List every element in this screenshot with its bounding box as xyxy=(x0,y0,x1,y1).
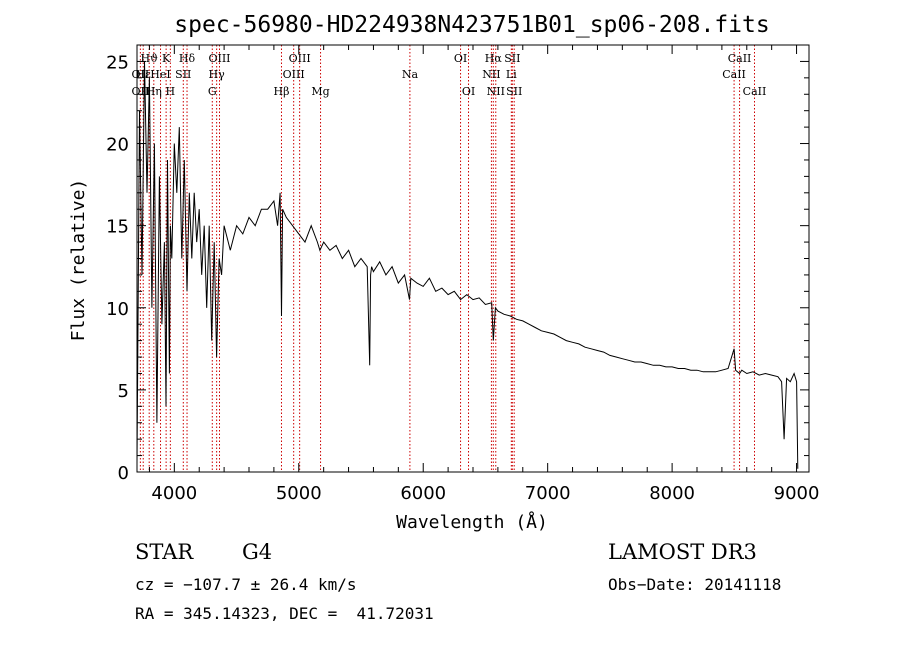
x-axis-label: Wavelength (Å) xyxy=(396,511,548,533)
spectral-line-label: CaII xyxy=(728,52,752,65)
spectral-line-label: OI xyxy=(462,85,475,98)
y-tick-label: 0 xyxy=(118,463,129,484)
y-tick-label: 10 xyxy=(106,299,129,320)
y-tick-label: 15 xyxy=(106,217,129,238)
spectral-line-label: SII xyxy=(504,52,520,65)
spectral-line-label: OIII xyxy=(283,68,305,81)
y-axis-label: Flux (relative) xyxy=(68,179,89,342)
spectral-line-label: OI xyxy=(454,52,467,65)
y-tick-label: 5 xyxy=(118,381,129,402)
spectral-line-label: Na xyxy=(402,68,419,81)
spectral-line-label: Mg xyxy=(311,85,329,98)
x-tick-label: 4000 xyxy=(151,483,197,504)
spectral-line-label: Hδ xyxy=(179,52,196,65)
spectral-line-label: H xyxy=(166,85,176,98)
spectral-line-label: SII xyxy=(506,85,522,98)
spectral-line-label: Hϑ xyxy=(140,52,158,65)
x-tick-label: 5000 xyxy=(276,483,322,504)
x-tick-label: 6000 xyxy=(400,483,446,504)
plot-frame xyxy=(136,44,810,473)
spectral-line-label: SII xyxy=(175,68,191,81)
object-class: STAR xyxy=(135,540,194,564)
y-tick-label: 20 xyxy=(106,135,129,156)
spectral-line-label: K xyxy=(162,52,171,65)
observation-date: Obs−Date: 20141118 xyxy=(608,575,782,594)
spectral-line-label: OIII xyxy=(289,52,311,65)
spectrum-line xyxy=(136,61,799,469)
spectral-line-label: HeI xyxy=(150,68,170,81)
spectral-line-label: CaII xyxy=(722,68,746,81)
spectral-line-label: Hβ xyxy=(274,85,290,98)
spectral-line-label: Hη xyxy=(146,85,162,98)
spectral-line-label: G xyxy=(208,85,217,98)
spectral-line-label: Hγ xyxy=(209,68,226,81)
object-subclass: G4 xyxy=(242,540,273,564)
spectral-line-label: Hε xyxy=(136,68,152,81)
survey-name: LAMOST DR3 xyxy=(608,540,757,564)
spectral-line-label: NII xyxy=(482,68,500,81)
chart-title: spec-56980-HD224938N423751B01_sp06-208.f… xyxy=(174,12,769,38)
coordinates: RA = 345.14323, DEC = 41.72031 xyxy=(135,604,434,623)
redshift-value: cz = −107.7 ± 26.4 km/s xyxy=(135,575,357,594)
y-axis-ticks: 0 5 10 15 20 25 xyxy=(106,44,809,484)
y-tick-label: 25 xyxy=(106,52,129,73)
x-axis-ticks: 4000 5000 6000 7000 8000 9000 xyxy=(148,45,820,504)
spectral-line-label: CaII xyxy=(743,85,767,98)
spectral-line-label: Hα xyxy=(485,52,503,65)
x-tick-label: 8000 xyxy=(649,483,695,504)
spectral-line-label: OIII xyxy=(208,52,230,65)
x-tick-label: 9000 xyxy=(774,483,820,504)
spectral-line-label: NII xyxy=(487,85,505,98)
x-tick-label: 7000 xyxy=(525,483,571,504)
spectral-line-markers xyxy=(139,45,755,472)
spectral-line-label: Li xyxy=(506,68,517,81)
